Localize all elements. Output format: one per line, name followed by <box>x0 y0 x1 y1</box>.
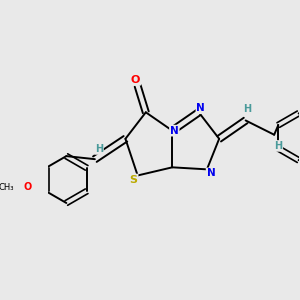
Text: H: H <box>274 141 282 151</box>
Text: N: N <box>207 168 215 178</box>
Text: H: H <box>95 144 103 154</box>
Text: S: S <box>130 175 138 184</box>
Text: H: H <box>244 104 252 114</box>
Text: N: N <box>196 103 205 113</box>
Text: N: N <box>170 126 179 136</box>
Text: O: O <box>131 75 140 85</box>
Text: CH₃: CH₃ <box>0 183 14 192</box>
Text: O: O <box>24 182 32 192</box>
